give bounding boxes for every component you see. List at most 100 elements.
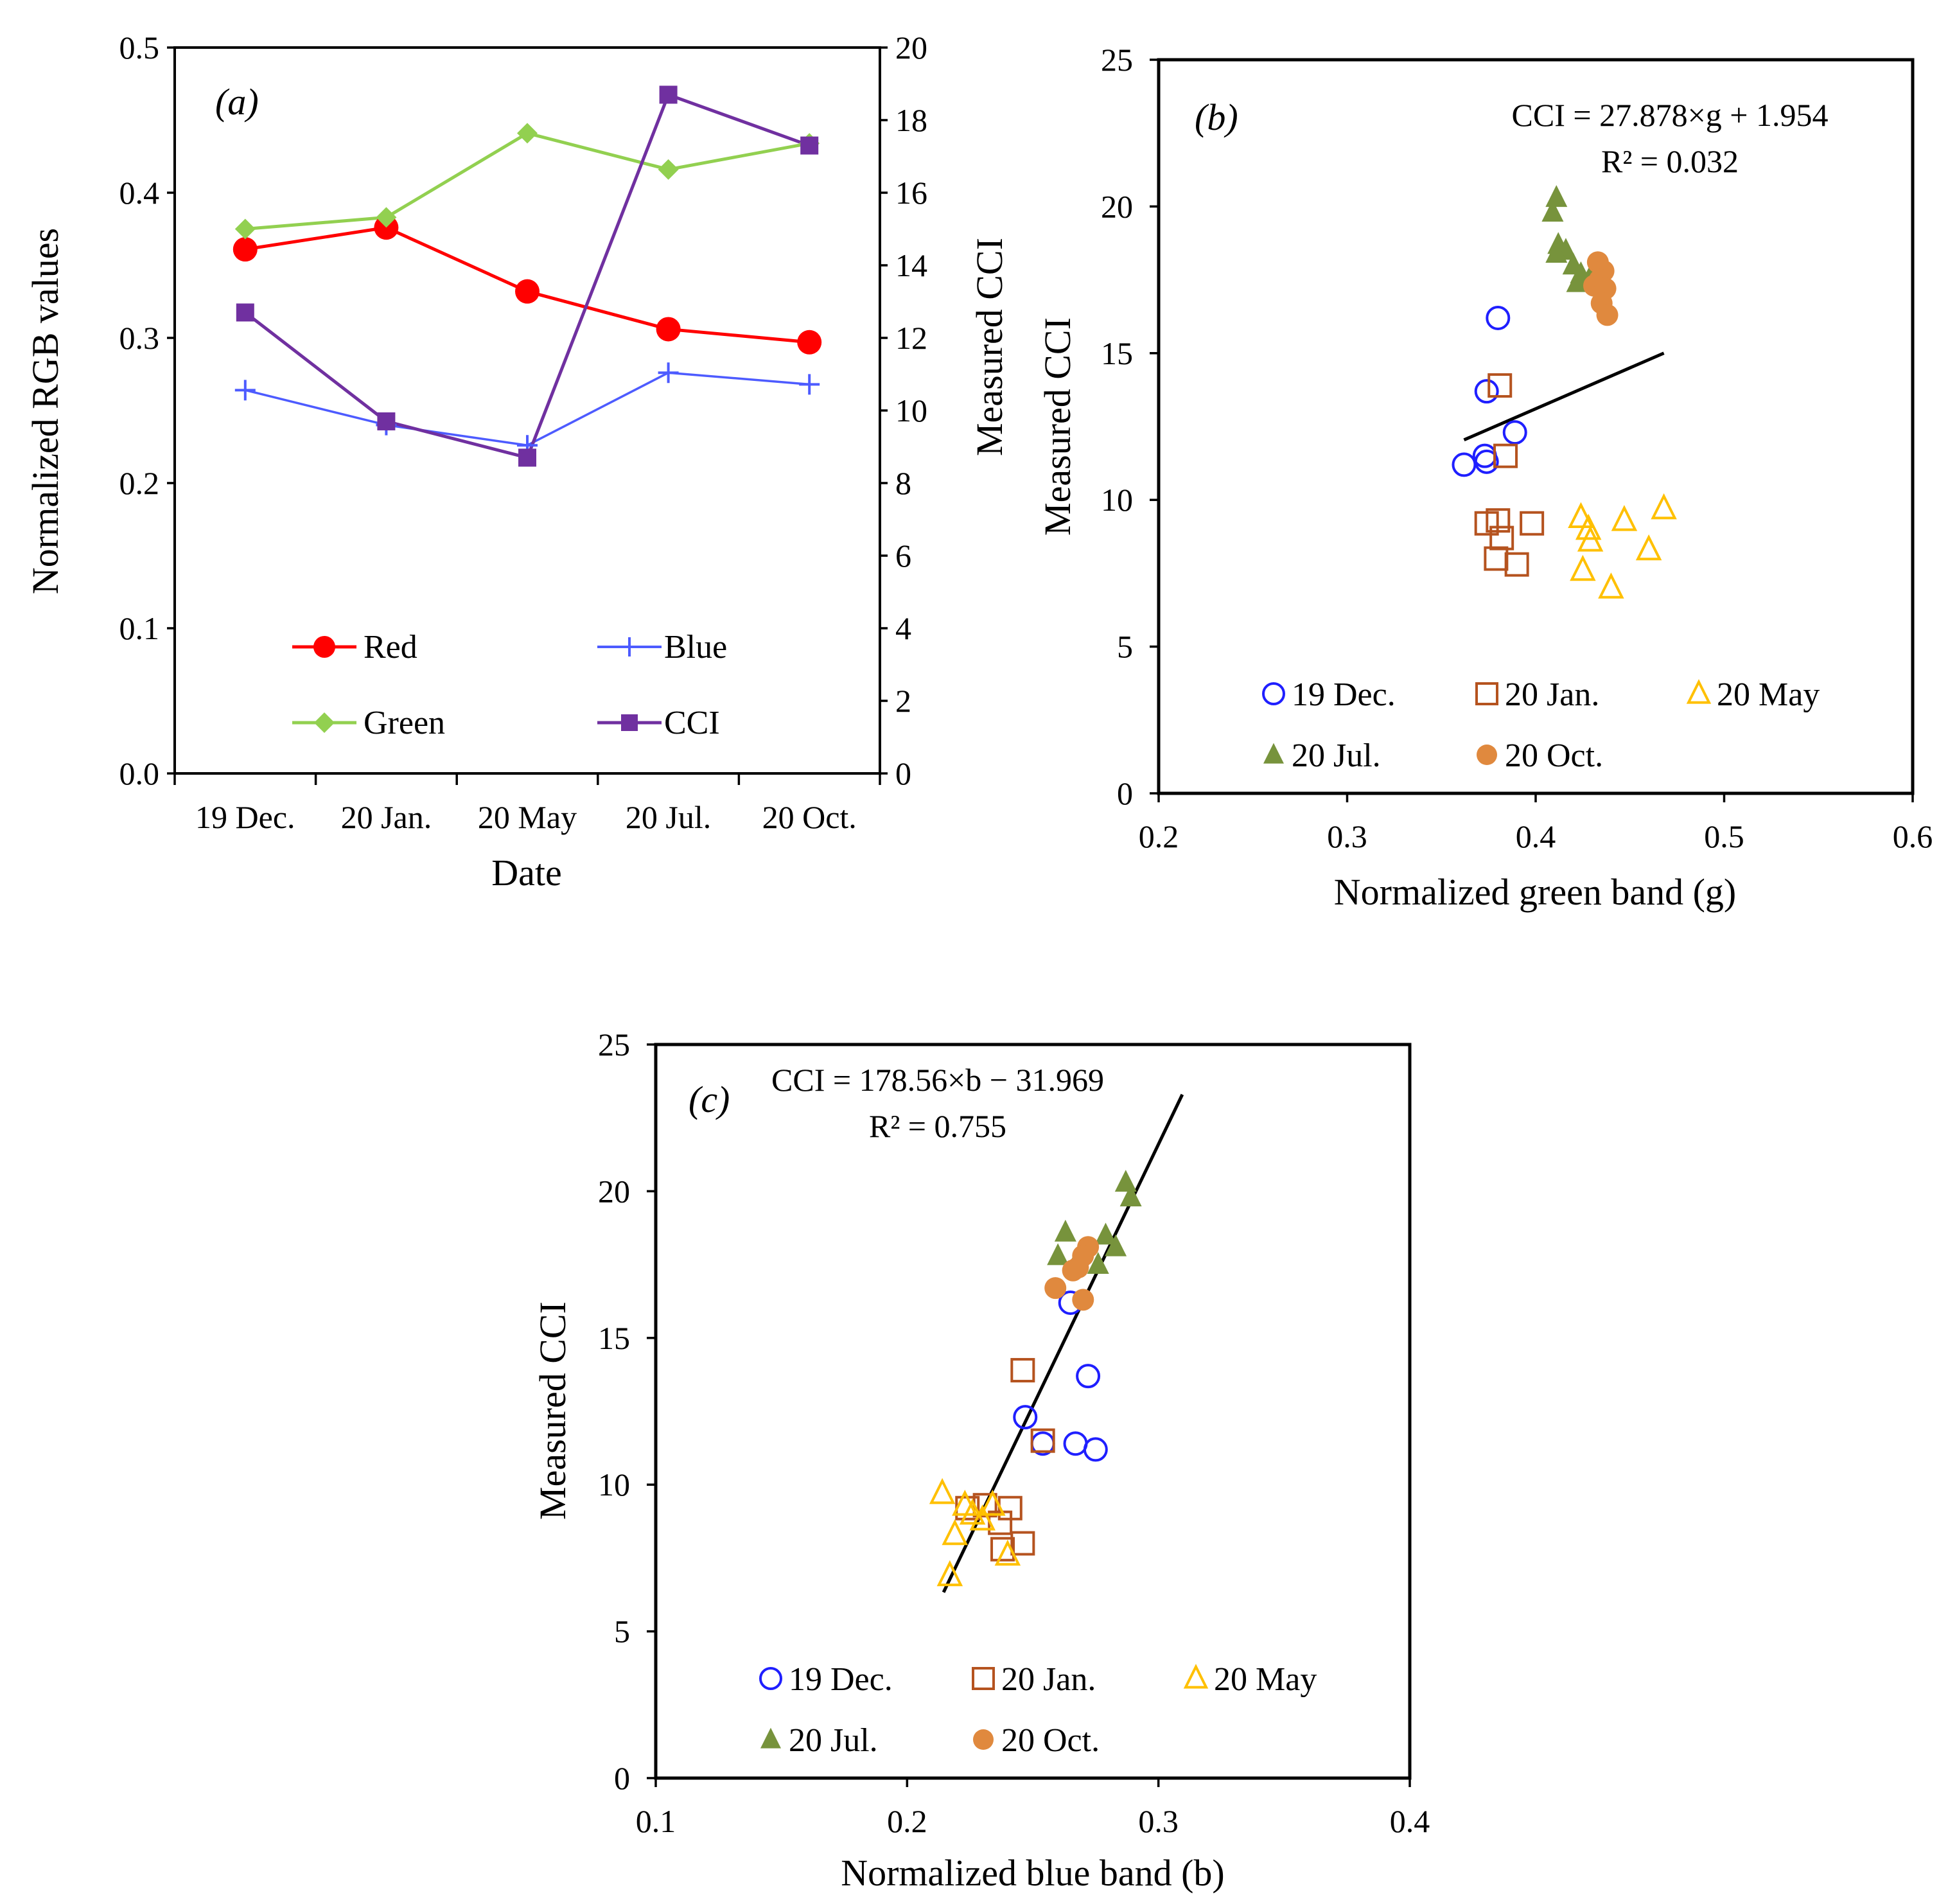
y-tick-label: 0.5 <box>119 30 160 66</box>
trendline <box>1463 351 1665 442</box>
data-point-may <box>1568 502 1594 529</box>
y2-tick-label: 4 <box>895 610 911 646</box>
data-point-jan <box>1010 1531 1035 1556</box>
legend-marker-jan <box>972 1667 995 1690</box>
data-point-dec <box>1076 1364 1101 1389</box>
data-point-jan <box>1487 373 1513 398</box>
y-tick-label: 0.0 <box>119 755 160 791</box>
data-point-dec <box>1452 452 1477 477</box>
data-point-red <box>233 237 258 262</box>
y-tick-label: 20 <box>598 1173 630 1209</box>
data-point-jan <box>1486 508 1511 533</box>
data-point-may <box>969 1504 996 1531</box>
legend-label-jul: 20 Jul. <box>1292 737 1381 774</box>
y-tick-label: 0.3 <box>119 320 160 356</box>
y-axis-label-a: Normalized RGB values <box>24 228 66 594</box>
chart-c: 0.1 0.2 0.3 0.4 0 5 10 15 20 25 (c) CCI = 178.56×… <box>532 1027 1430 1894</box>
x-tick-label: 19 Dec. <box>195 799 295 835</box>
y-tick-label: 0 <box>1117 775 1133 811</box>
data-point-may <box>942 1519 968 1546</box>
x-tick-label: 0.2 <box>887 1803 927 1839</box>
legend-marker-jul <box>1263 743 1284 764</box>
legend-marker-oct <box>1477 745 1497 765</box>
y-axis-label-b: Measured CCI <box>1037 317 1078 536</box>
data-point-green <box>376 207 397 228</box>
legend-marker-dec <box>1262 682 1285 705</box>
y-tick-label: 15 <box>598 1320 630 1356</box>
legend-marker-dec <box>759 1667 782 1690</box>
legend-label-dec: 19 Dec. <box>1292 676 1396 713</box>
data-point-dec <box>1083 1437 1108 1462</box>
legend-label-dec: 19 Dec. <box>789 1661 893 1698</box>
data-point-jul <box>1545 185 1568 207</box>
legend-label-may: 20 May <box>1214 1661 1317 1698</box>
series-line-green <box>245 131 810 231</box>
legend-marker-jul <box>760 1727 781 1749</box>
y-tick-label: 5 <box>1117 629 1133 665</box>
legend-label-red: Red <box>364 629 417 666</box>
data-point-red <box>656 317 681 342</box>
y2-tick-label: 6 <box>895 538 911 574</box>
equation-c: CCI = 178.56×b − 31.969 <box>771 1062 1104 1098</box>
data-point-may <box>1598 572 1624 599</box>
panel-label-a: (a) <box>215 81 259 123</box>
data-point-jan <box>1504 552 1529 577</box>
legend-label-cci: CCI <box>664 705 720 741</box>
y2-tick-label: 18 <box>895 102 927 138</box>
x-axis-label-b: Normalized green band (g) <box>1334 871 1736 913</box>
legend-entry-red: Red <box>292 629 417 666</box>
legend-entry-jan: 20 Jan. <box>972 1661 1096 1698</box>
legend-label-green: Green <box>364 705 445 741</box>
x-tick-label: 0.6 <box>1893 818 1933 854</box>
data-point-dec <box>1474 379 1499 404</box>
legend-label-oct: 20 Oct. <box>1505 737 1603 774</box>
legend-entry-oct: 20 Oct. <box>1477 737 1603 774</box>
data-point-may <box>1570 554 1596 581</box>
x-tick-label: 20 May <box>478 799 577 835</box>
legend-entry-cci: CCI <box>597 705 720 741</box>
y-tick-label: 0.2 <box>119 465 160 501</box>
y-tick-label: 10 <box>598 1467 630 1503</box>
y-tick-label: 5 <box>614 1614 630 1650</box>
x-tick-label: 20 Jan. <box>341 799 432 835</box>
legend-c: 19 Dec. 20 Jan. 20 May 20 Jul. 20 Oct. <box>759 1661 1317 1759</box>
panel-label-c: (c) <box>689 1079 730 1120</box>
y2-tick-label: 16 <box>895 175 927 211</box>
legend-entry-jul: 20 Jul. <box>1263 737 1381 774</box>
data-point-jul <box>1566 270 1588 292</box>
y-tick-label: 0 <box>614 1760 630 1796</box>
legend-marker-may <box>1686 679 1712 704</box>
data-point-may <box>994 1539 1021 1566</box>
data-point-green <box>234 218 256 240</box>
data-point-dec <box>1502 420 1527 445</box>
legend-entry-green: Green <box>292 705 445 741</box>
y-tick-label: 0.4 <box>119 175 160 211</box>
data-point-jul <box>1545 240 1568 263</box>
legend-marker-cci <box>621 714 638 731</box>
y-tick-label: 15 <box>1101 335 1133 371</box>
data-point-may <box>1575 513 1602 540</box>
y2-tick-label: 2 <box>895 683 911 719</box>
legend-entry-jul: 20 Jul. <box>760 1722 878 1759</box>
plot-area-c <box>654 1043 1412 1780</box>
y-tick-label: 20 <box>1101 188 1133 224</box>
legend-entry-oct: 20 Oct. <box>973 1722 1100 1759</box>
y2-tick-label: 10 <box>895 392 927 428</box>
data-point-jul <box>1047 1243 1069 1265</box>
data-point-jul <box>1105 1234 1127 1256</box>
legend-label-jan: 20 Jan. <box>1001 1661 1096 1698</box>
data-point-jan <box>1493 443 1518 468</box>
legend-entry-may: 20 May <box>1183 1661 1317 1698</box>
y2-tick-label: 20 <box>895 30 927 66</box>
data-point-dec <box>1486 305 1511 330</box>
legend-entry-dec: 19 Dec. <box>1262 676 1396 713</box>
y-tick-label: 25 <box>1101 42 1133 78</box>
data-point-cci <box>659 85 678 104</box>
data-point-oct <box>1596 304 1619 326</box>
series-line-cci <box>244 93 811 459</box>
legend-label-oct: 20 Oct. <box>1001 1722 1100 1759</box>
y2-tick-label: 12 <box>895 320 927 356</box>
x-tick-label: 0.2 <box>1139 818 1179 854</box>
data-point-jul <box>1541 199 1564 222</box>
